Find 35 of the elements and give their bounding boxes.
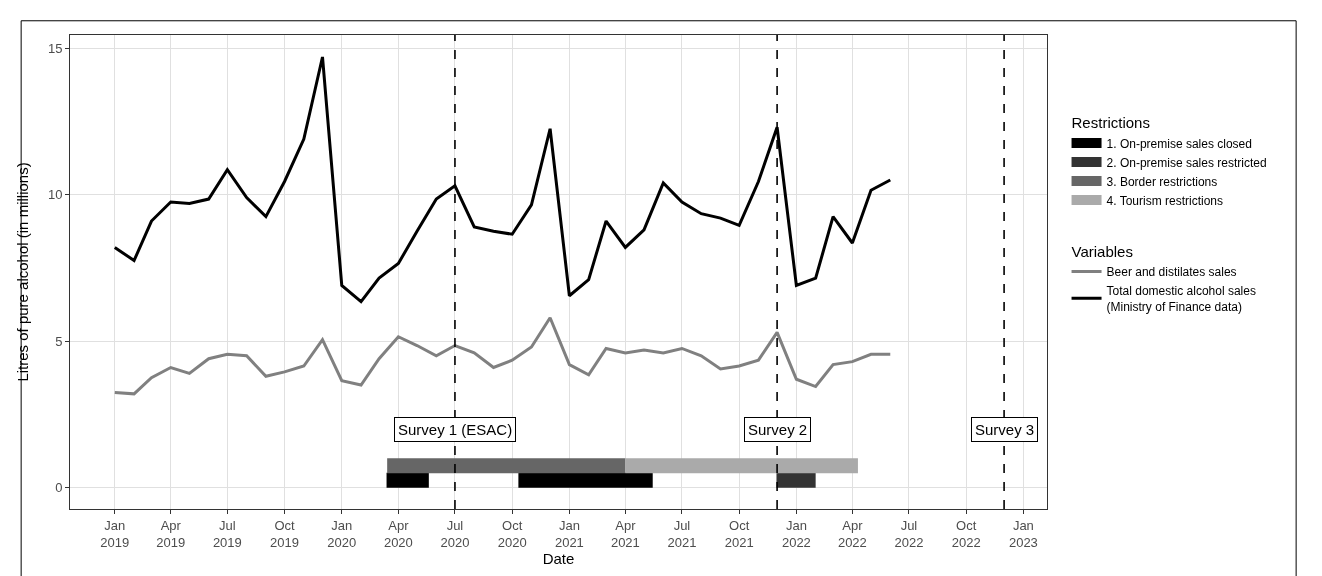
x-tick-label: Jan 2023 (1008, 517, 1038, 550)
legend-label: Total domestic alcohol sales (Ministry of Finance data) (1106, 284, 1256, 314)
y-tick-label: 5 (55, 333, 63, 349)
legend-label: 3. Border restrictions (1106, 174, 1218, 189)
x-tick-label: Jul 2021 (667, 517, 697, 550)
x-tick-label: Apr 2021 (610, 517, 640, 550)
x-tick-label: Oct 2022 (951, 517, 981, 550)
x-tick-label: Apr 2019 (156, 517, 186, 550)
y-tick-label: 0 (55, 480, 63, 496)
x-tick-label: Oct 2019 (270, 517, 300, 550)
ref-line-label: Survey 3 (975, 421, 1035, 438)
text: Restrictions (1071, 114, 1150, 132)
x-tick-label: Jan 2020 (327, 517, 357, 550)
legend-label: 2. On-premise sales restricted (1106, 155, 1267, 170)
x-tick-label: Jul 2019 (212, 517, 242, 550)
x-tick-label: Oct 2020 (497, 517, 527, 550)
x-tick-label: Oct 2021 (724, 517, 754, 550)
legend-label: 1. On-premise sales closed (1106, 136, 1252, 151)
line-series (113, 316, 892, 396)
x-tick-label: Apr 2020 (383, 517, 413, 550)
text: Variables (1071, 242, 1133, 260)
legend-label: Beer and distilates sales (1106, 265, 1237, 280)
legend-label: 4. Tourism restrictions (1106, 193, 1224, 208)
x-tick-label: Jul 2022 (894, 517, 924, 550)
ref-line-label: Survey 1 (ESAC) (398, 421, 513, 438)
y-tick-label: 15 (47, 40, 63, 56)
ref-line-label: Survey 2 (748, 421, 808, 438)
x-tick-label: Jan 2021 (554, 517, 584, 550)
y-tick-label: 10 (47, 187, 63, 203)
x-tick-label: Jan 2022 (781, 517, 811, 550)
x-tick-label: Jan 2019 (100, 517, 130, 550)
x-axis-title: Date (542, 549, 575, 567)
x-tick-label: Jul 2020 (440, 517, 470, 550)
x-tick-label: Apr 2022 (837, 517, 867, 550)
y-axis-title: Litres of pure alcohol (in millions) (14, 162, 32, 382)
